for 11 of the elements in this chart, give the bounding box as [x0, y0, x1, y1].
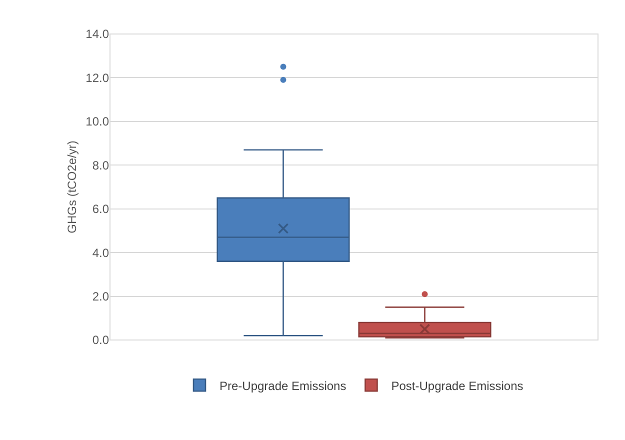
y-tick-label: 2.0 [92, 289, 110, 304]
y-tick-label: 12.0 [86, 70, 110, 85]
legend-label: Post-Upgrade Emissions [391, 378, 524, 393]
legend-label: Pre-Upgrade Emissions [220, 378, 346, 393]
y-tick-label: 8.0 [92, 158, 110, 172]
y-tick-label: 0.0 [92, 333, 110, 348]
y-tick-label: 10.0 [86, 114, 110, 129]
y-tick-label: 4.0 [92, 246, 110, 260]
y-tick-label: 6.0 [92, 202, 110, 216]
y-axis-title: GHGs (tCO2e/yr) [65, 140, 79, 234]
y-tick-label: 14.0 [86, 27, 110, 42]
